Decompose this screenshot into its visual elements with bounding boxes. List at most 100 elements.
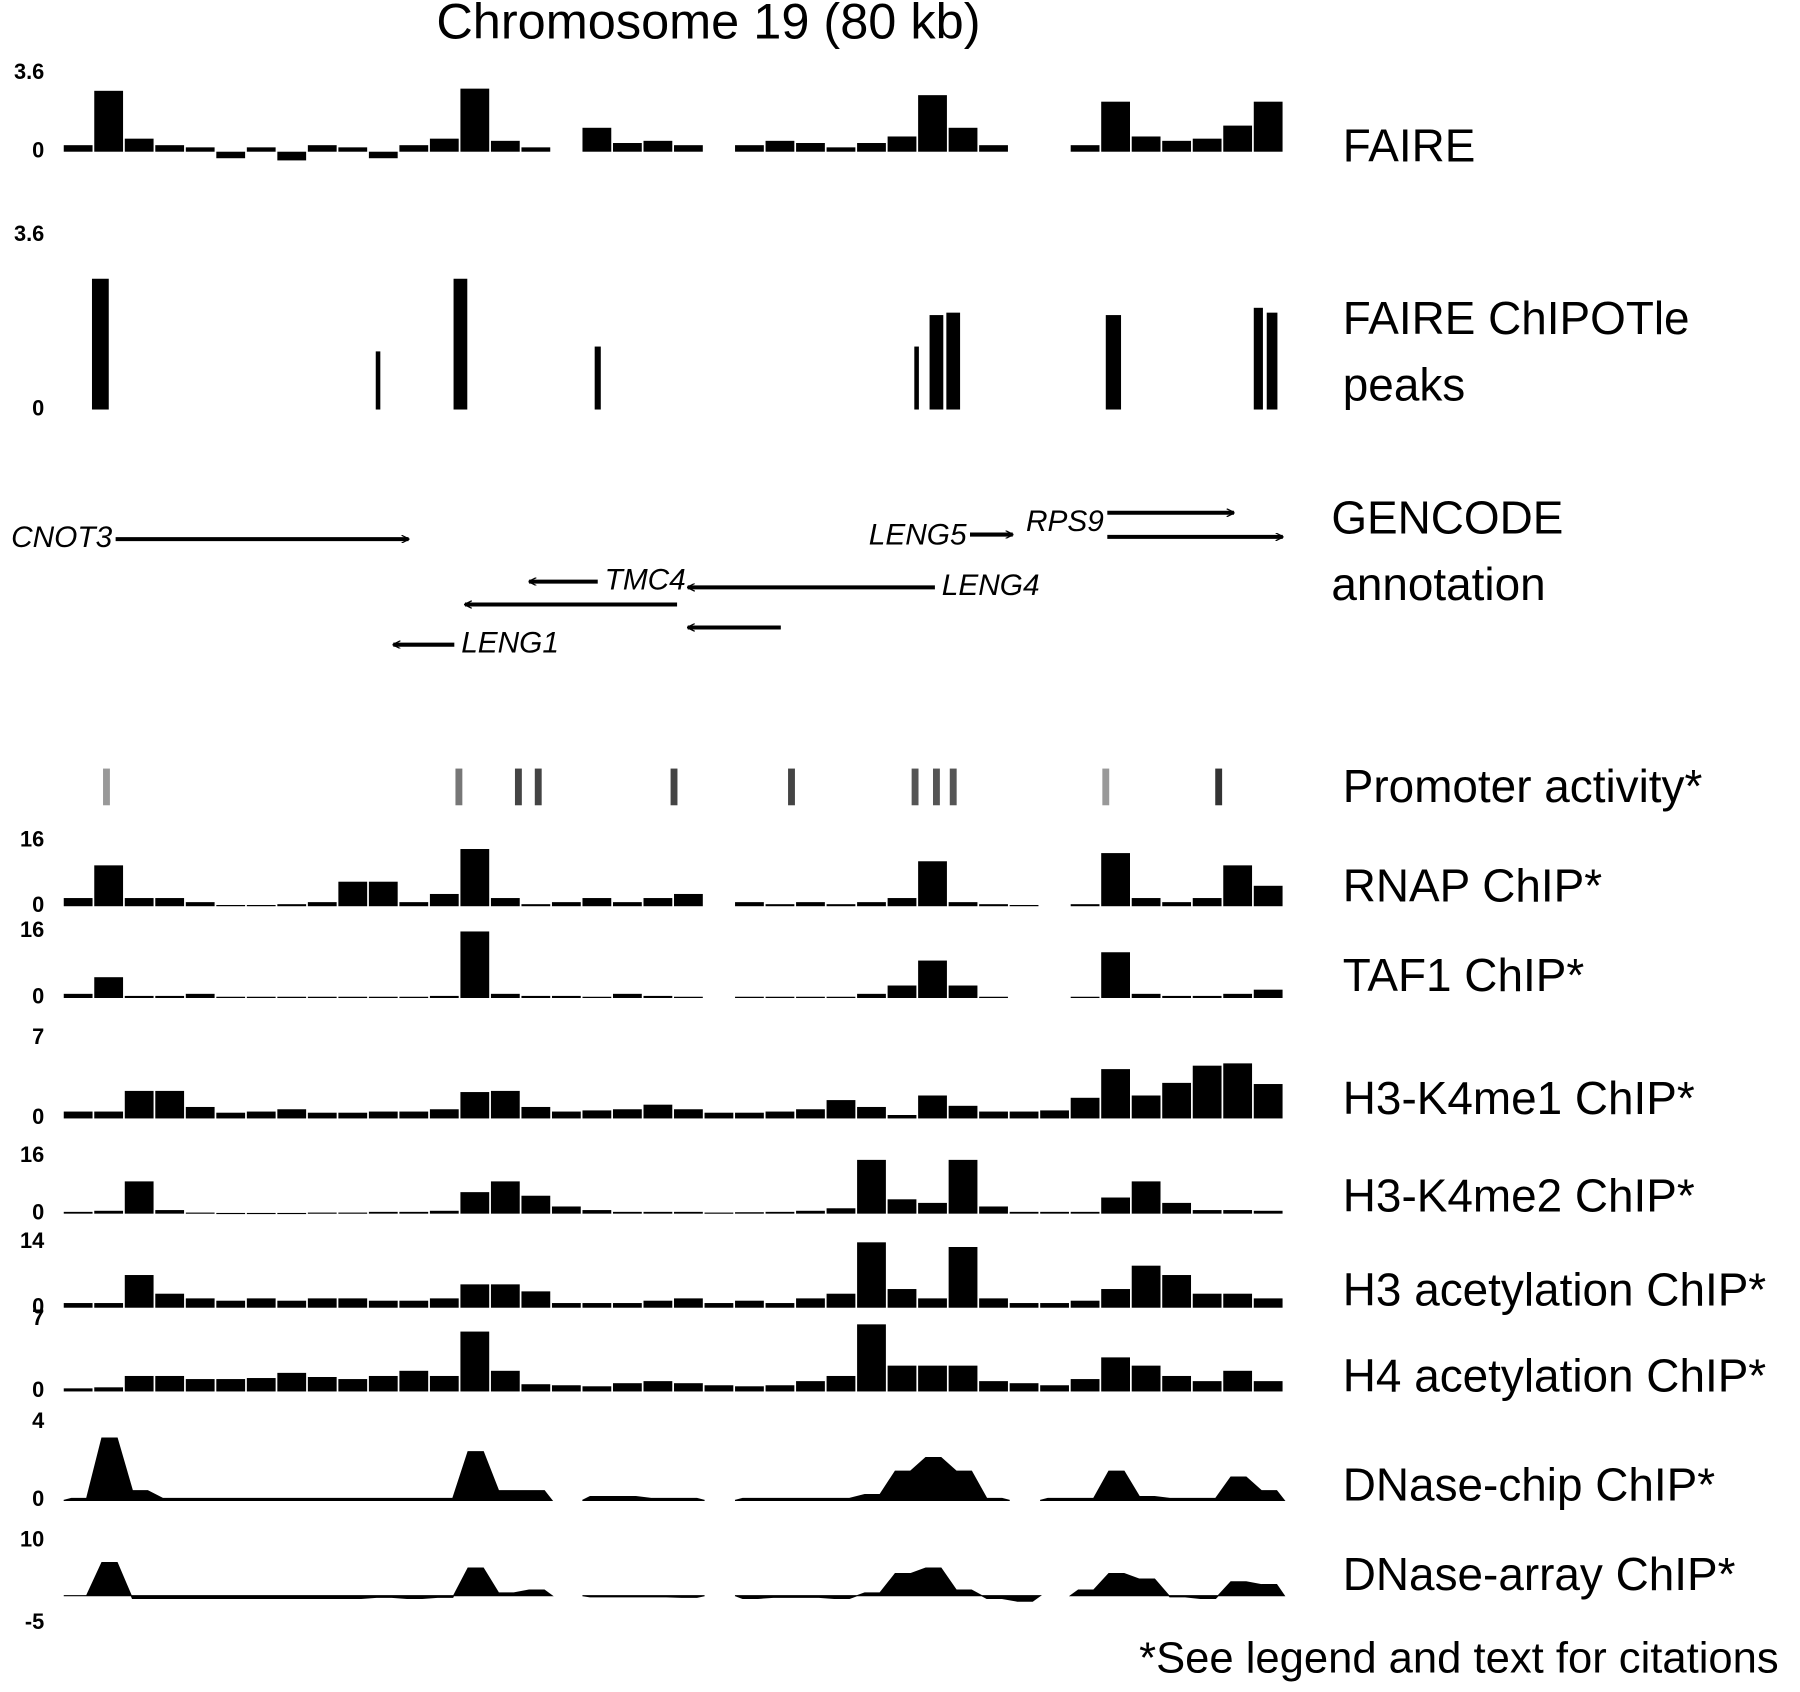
bar <box>1223 1370 1253 1392</box>
track-label: Promoter activity* <box>1342 761 1703 813</box>
bar <box>1009 1111 1039 1119</box>
y-tick-label: 3.6 <box>14 221 44 246</box>
figure-title: Chromosome 19 (80 kb) <box>436 0 980 50</box>
bar <box>1009 1211 1039 1214</box>
bar <box>979 996 1008 998</box>
y-tick-label: 16 <box>20 827 44 852</box>
bar <box>490 1181 520 1214</box>
y-tick-label: 14 <box>20 1228 44 1253</box>
bar <box>918 1202 947 1214</box>
bar <box>948 127 978 152</box>
bar <box>612 1303 642 1308</box>
bar <box>1070 1300 1100 1308</box>
bar <box>185 1212 215 1214</box>
bar <box>796 143 825 152</box>
bar <box>796 1381 825 1392</box>
gene-label: TMC4 <box>605 563 686 596</box>
track-label: H4 acetylation ChIP* <box>1342 1351 1767 1402</box>
bar <box>185 902 215 907</box>
bar <box>429 1375 459 1392</box>
bar <box>277 1372 307 1392</box>
bar <box>1101 1289 1130 1308</box>
bar <box>460 931 490 998</box>
bar <box>216 904 246 907</box>
bar <box>551 902 581 907</box>
bar <box>1131 1265 1161 1308</box>
bar <box>368 996 398 998</box>
bar <box>490 1090 520 1119</box>
bar <box>674 893 703 907</box>
bar <box>857 993 886 998</box>
bar <box>948 985 978 998</box>
bar <box>1162 902 1192 907</box>
bar <box>368 1111 398 1119</box>
promoter-tick <box>670 768 678 806</box>
track-label-box: RNAP ChIP* <box>1343 861 1602 911</box>
bar <box>1101 853 1130 907</box>
bar <box>429 1210 459 1214</box>
bar <box>246 1378 276 1392</box>
bar <box>246 1111 276 1119</box>
y-tick-label: 16 <box>20 1142 44 1167</box>
bar <box>1101 1197 1130 1214</box>
bar <box>979 1298 1008 1308</box>
bar <box>155 1090 185 1119</box>
bar <box>1192 995 1222 998</box>
bar <box>1192 898 1222 907</box>
bar <box>521 995 551 998</box>
bar <box>674 1109 703 1119</box>
bar <box>1070 1097 1100 1119</box>
bar <box>94 1210 124 1214</box>
bar <box>735 996 764 998</box>
bar <box>460 1284 490 1308</box>
bar <box>399 902 429 907</box>
bar <box>399 1300 429 1308</box>
promoter-tick <box>932 768 940 806</box>
bar <box>1131 1365 1161 1392</box>
bar <box>918 1365 947 1392</box>
bar <box>155 1210 185 1214</box>
bar <box>216 1112 246 1119</box>
bar <box>1192 138 1222 152</box>
bar <box>612 1109 642 1119</box>
bar <box>979 1206 1008 1214</box>
promoter-tick <box>455 768 463 806</box>
track-label-box: H4 acetylation ChIP* <box>1342 1351 1767 1402</box>
bar <box>460 88 490 152</box>
bar <box>674 145 703 152</box>
bar <box>582 127 612 152</box>
bar <box>63 1111 93 1119</box>
bar <box>307 1112 337 1119</box>
y-tick-label: 0 <box>32 1377 44 1402</box>
bar <box>399 1111 429 1119</box>
bar <box>1101 952 1130 998</box>
bar <box>674 1298 703 1308</box>
bar <box>368 1375 398 1392</box>
bar <box>765 996 795 998</box>
bar <box>1192 1210 1222 1214</box>
bar <box>1162 1375 1192 1392</box>
bar <box>643 1300 673 1308</box>
peak <box>1105 315 1122 410</box>
bar <box>1253 885 1283 907</box>
bar <box>399 145 429 152</box>
bar <box>277 904 307 907</box>
bar <box>246 147 276 152</box>
bar <box>704 1112 734 1119</box>
bar <box>521 1106 551 1119</box>
bar <box>94 90 124 152</box>
bar <box>521 1195 551 1214</box>
bar <box>429 995 459 998</box>
bar <box>185 993 215 998</box>
bar <box>1101 101 1130 152</box>
gene-label: LENG1 <box>461 627 559 660</box>
bar <box>155 995 185 998</box>
bar <box>887 985 917 998</box>
y-tick-label: 0 <box>32 1104 44 1129</box>
bar <box>612 902 642 907</box>
bar <box>338 147 368 152</box>
y-tick-label: 10 <box>20 1526 44 1551</box>
bar <box>277 151 307 161</box>
bar <box>765 1211 795 1214</box>
